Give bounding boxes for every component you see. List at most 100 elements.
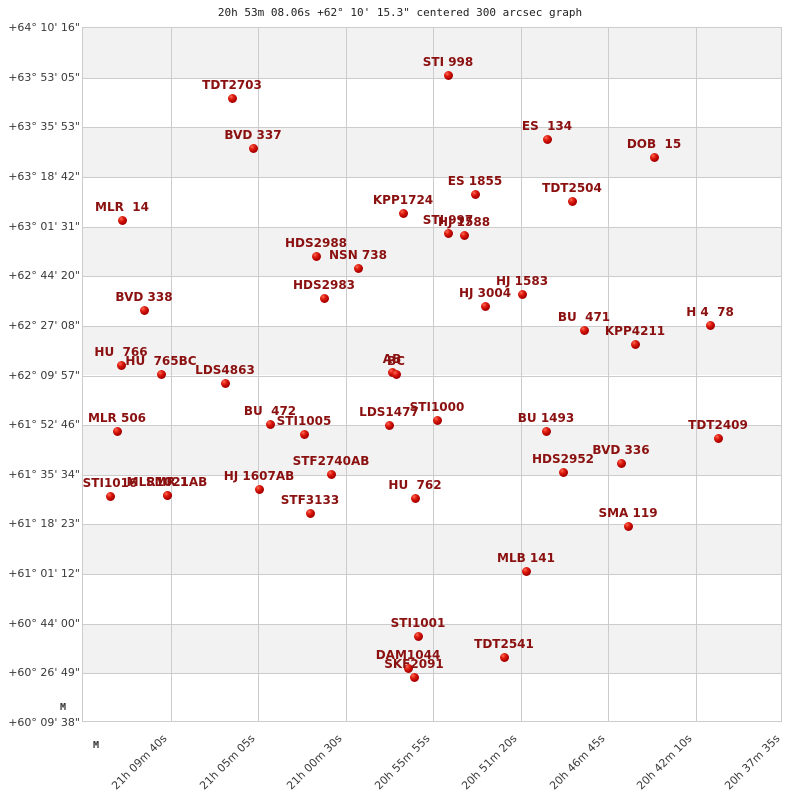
gridline-horizontal	[83, 475, 781, 476]
star-label: BVD 336	[592, 443, 650, 457]
x-axis-tick-label: 20h 55m 55s	[371, 732, 433, 793]
star-marker[interactable]	[517, 289, 527, 299]
star-marker[interactable]	[459, 230, 469, 240]
y-axis-tick-label: +61° 01' 12"	[8, 567, 80, 581]
star-label: TDT2541	[474, 637, 534, 651]
gridline-vertical	[433, 28, 434, 721]
plot-area[interactable]: STI 998 TDT2703 BVD 337 ES 134 DOB 15 ES 1855…	[82, 27, 782, 722]
star-marker[interactable]	[558, 467, 568, 477]
y-axis: +64° 10' 16" +63° 53' 05" +63° 35' 53" +63°…	[0, 0, 80, 800]
star-marker[interactable]	[112, 426, 122, 436]
star-label: H 4 78	[686, 305, 734, 319]
star-marker[interactable]	[265, 419, 275, 429]
star-marker[interactable]	[409, 672, 419, 682]
gridline-horizontal	[83, 326, 781, 327]
star-marker[interactable]	[443, 228, 453, 238]
star-marker[interactable]	[567, 196, 577, 206]
star-marker[interactable]	[384, 420, 394, 430]
star-label: DOB 15	[626, 137, 682, 151]
star-marker[interactable]	[116, 360, 126, 370]
star-marker[interactable]	[254, 484, 264, 494]
star-marker[interactable]	[117, 215, 127, 225]
star-marker[interactable]	[105, 491, 115, 501]
shading-band	[83, 623, 781, 674]
y-axis-tick-label: +63° 35' 53"	[8, 120, 80, 134]
star-label: STI 997	[422, 213, 474, 227]
star-label: KPP1724	[372, 193, 434, 207]
star-marker[interactable]	[432, 415, 442, 425]
star-label: AB	[382, 352, 402, 366]
star-label: ES 134	[521, 119, 573, 133]
star-marker[interactable]	[705, 320, 715, 330]
star-label: BU 1493	[517, 411, 575, 425]
star-marker[interactable]	[248, 143, 258, 153]
star-marker[interactable]	[541, 426, 551, 436]
y-axis-tick-label: +62° 27' 08"	[8, 318, 80, 332]
star-marker[interactable]	[326, 469, 336, 479]
star-marker[interactable]	[220, 378, 230, 388]
star-marker[interactable]	[410, 493, 420, 503]
y-axis-tick-label: +61° 52' 46"	[8, 418, 80, 432]
gridline-horizontal	[83, 574, 781, 575]
gridline-horizontal	[83, 524, 781, 525]
star-marker[interactable]	[156, 369, 166, 379]
star-marker[interactable]	[443, 70, 453, 80]
star-label: STI1016	[82, 476, 138, 490]
gridline-vertical	[521, 28, 522, 721]
y-axis-tick-label: +60° 44' 00"	[8, 616, 80, 630]
gridline-horizontal	[83, 127, 781, 128]
stray-glyph-left: M	[93, 740, 100, 751]
star-marker[interactable]	[299, 429, 309, 439]
star-label: TDT2409	[688, 418, 748, 432]
x-axis-tick-label: 20h 37m 35s	[721, 732, 783, 793]
star-marker[interactable]	[623, 521, 633, 531]
shading-band	[83, 524, 781, 575]
star-marker[interactable]	[398, 208, 408, 218]
y-axis-tick-label: +60° 26' 49"	[8, 666, 80, 680]
star-marker[interactable]	[499, 652, 509, 662]
star-marker[interactable]	[521, 566, 531, 576]
star-label: HU 766	[94, 345, 148, 359]
star-marker[interactable]	[542, 134, 552, 144]
y-axis-tick-label: +61° 18' 23"	[8, 517, 80, 531]
star-marker[interactable]	[649, 152, 659, 162]
star-marker[interactable]	[713, 433, 723, 443]
y-axis-tick-label: +63° 18' 42"	[8, 169, 80, 183]
star-marker[interactable]	[139, 305, 149, 315]
star-label: MLR 14	[95, 200, 149, 214]
star-marker[interactable]	[630, 339, 640, 349]
x-axis-tick-label: 20h 42m 10s	[634, 732, 695, 793]
star-marker[interactable]	[391, 369, 401, 379]
star-marker[interactable]	[579, 325, 589, 335]
star-label: SMA 119	[598, 506, 658, 520]
star-marker[interactable]	[227, 93, 237, 103]
star-marker[interactable]	[319, 293, 329, 303]
star-marker[interactable]	[353, 263, 363, 273]
x-axis-tick-label: 20h 51m 20s	[459, 732, 520, 793]
star-label: TDT2504	[542, 181, 602, 195]
gridline-vertical	[171, 28, 172, 721]
y-axis-tick-label: +62° 44' 20"	[8, 269, 80, 283]
star-label: KPP4211	[604, 324, 666, 338]
star-marker[interactable]	[616, 458, 626, 468]
star-marker[interactable]	[403, 663, 413, 673]
star-marker[interactable]	[305, 508, 315, 518]
star-label: STI1000	[409, 400, 465, 414]
shading-band	[83, 127, 781, 177]
x-axis-tick-label: 21h 09m 40s	[109, 732, 170, 793]
gridline-horizontal	[83, 276, 781, 277]
star-label: HJ 3004	[458, 286, 512, 300]
star-marker[interactable]	[413, 631, 423, 641]
star-label: BU 471	[557, 310, 611, 324]
star-label: HJ 1607AB	[223, 469, 295, 483]
star-label: ES 1855	[447, 174, 503, 188]
gridline-horizontal	[83, 227, 781, 228]
star-label: HJ 1583	[495, 274, 549, 288]
star-marker[interactable]	[480, 301, 490, 311]
gridline-vertical	[696, 28, 697, 721]
star-label: NSN 738	[329, 248, 387, 262]
star-marker[interactable]	[162, 490, 172, 500]
star-marker[interactable]	[311, 251, 321, 261]
star-marker[interactable]	[470, 189, 480, 199]
